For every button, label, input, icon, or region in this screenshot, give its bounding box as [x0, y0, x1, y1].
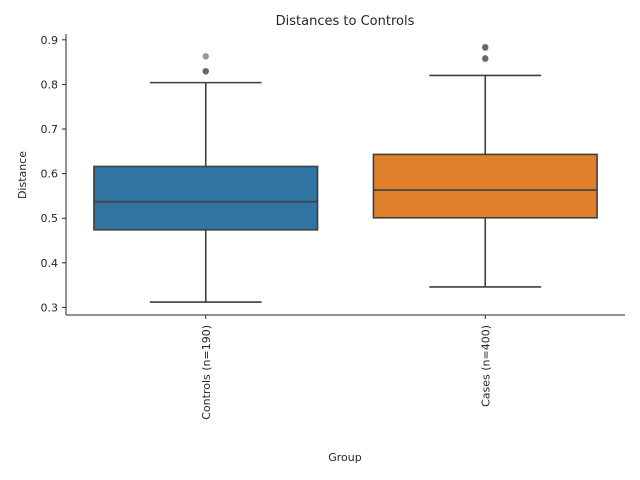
box-group [372, 43, 598, 288]
outlier-point [202, 53, 209, 60]
y-tick-label: 0.3 [41, 301, 59, 314]
outlier-point [482, 54, 489, 62]
plot-area [93, 43, 598, 303]
chart-title: Distances to Controls [276, 14, 415, 29]
box-iqr [372, 153, 598, 219]
x-tick-label: Controls (n=190) [200, 325, 213, 420]
x-tick-label: Cases (n=400) [479, 325, 492, 407]
x-axis-label: Group [328, 451, 362, 464]
y-tick-label: 0.7 [41, 123, 59, 136]
y-tick-label: 0.6 [41, 168, 59, 181]
y-axis-ticks: 0.3 0.4 0.5 0.6 0.7 0.8 0.9 [41, 34, 66, 314]
box-group [93, 53, 319, 303]
y-tick-label: 0.9 [41, 34, 59, 47]
outlier-point [202, 67, 209, 75]
outlier-point [482, 43, 489, 51]
x-axis-ticks: Controls (n=190) Cases (n=400) [200, 315, 492, 420]
y-tick-label: 0.8 [41, 78, 59, 91]
box-iqr [93, 165, 319, 231]
y-axis-label: Distance [16, 151, 29, 199]
y-tick-label: 0.4 [41, 257, 59, 270]
y-tick-label: 0.5 [41, 212, 59, 225]
